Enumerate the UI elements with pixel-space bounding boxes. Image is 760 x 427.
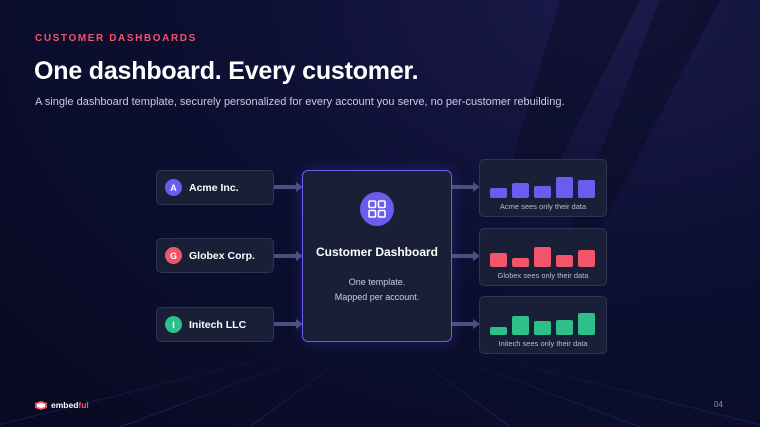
customer-badge: I	[165, 316, 182, 333]
page-number: 04	[714, 400, 723, 409]
logo-text: embedful	[51, 400, 89, 410]
mini-bar	[512, 183, 529, 198]
mini-bar	[534, 247, 551, 267]
output-caption: Globex sees only their data	[497, 271, 589, 280]
mini-bar	[534, 321, 551, 335]
output-caption: Initech sees only their data	[498, 339, 588, 348]
customer-card-acme: A Acme Inc.	[156, 170, 274, 205]
mini-bar	[556, 177, 573, 198]
mini-bar-chart	[490, 313, 596, 335]
customer-name: Initech LLC	[189, 318, 247, 331]
customer-card-initech: I Initech LLC	[156, 307, 274, 342]
page-subtitle: A single dashboard template, securely pe…	[35, 96, 565, 108]
mini-bar-chart	[490, 176, 596, 198]
customer-name: Acme Inc.	[189, 181, 239, 194]
customer-name: Globex Corp.	[189, 249, 255, 262]
page-title: One dashboard. Every customer.	[34, 57, 419, 85]
grid-icon	[360, 192, 394, 226]
dashboard-line-2: Mapped per account.	[334, 292, 420, 302]
output-card-acme: Acme sees only their data	[479, 159, 607, 217]
brand-logo: embedful	[35, 400, 89, 410]
mini-bar	[578, 180, 595, 198]
mini-bar	[512, 258, 529, 267]
customer-card-globex: G Globex Corp.	[156, 238, 274, 273]
customer-badge: G	[165, 247, 182, 264]
mini-bar	[578, 313, 595, 335]
mini-bar	[556, 255, 573, 267]
customer-badge: A	[165, 179, 182, 196]
customer-dashboard-card: Customer Dashboard One template. Mapped …	[302, 170, 452, 342]
mini-bar	[534, 186, 551, 198]
output-card-initech: Initech sees only their data	[479, 296, 607, 354]
mini-bar	[556, 320, 573, 335]
output-caption: Acme sees only their data	[499, 202, 587, 211]
mini-bar	[512, 316, 529, 335]
logo-mark-icon	[35, 400, 47, 410]
dashboard-line-1: One template.	[348, 277, 406, 287]
dashboard-title: Customer Dashboard	[315, 245, 439, 259]
eyebrow-label: CUSTOMER DASHBOARDS	[35, 33, 197, 44]
mini-bar	[490, 188, 507, 198]
mini-bar	[490, 253, 507, 267]
mini-bar-chart	[490, 245, 596, 267]
output-card-globex: Globex sees only their data	[479, 228, 607, 286]
mini-bar	[578, 250, 595, 267]
mini-bar	[490, 327, 507, 335]
